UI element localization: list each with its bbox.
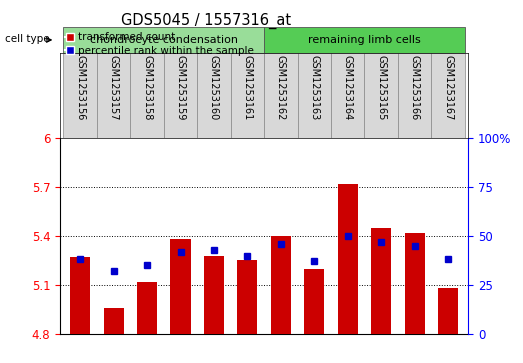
Bar <box>338 184 358 334</box>
Text: GSM1253166: GSM1253166 <box>410 55 419 121</box>
Bar <box>331 53 365 138</box>
Text: GSM1253157: GSM1253157 <box>109 55 119 121</box>
Text: GSM1253162: GSM1253162 <box>276 55 286 121</box>
Text: GSM1253159: GSM1253159 <box>176 55 186 121</box>
Bar <box>264 53 298 138</box>
Text: GSM1253165: GSM1253165 <box>376 55 386 121</box>
Bar <box>97 53 130 138</box>
Bar <box>431 53 465 138</box>
Bar <box>170 239 190 334</box>
Bar <box>63 27 264 53</box>
Text: GSM1253163: GSM1253163 <box>309 55 319 121</box>
Bar <box>365 53 398 138</box>
Bar <box>304 269 324 334</box>
Text: GSM1253164: GSM1253164 <box>343 55 353 121</box>
Text: GDS5045 / 1557316_at: GDS5045 / 1557316_at <box>121 13 291 29</box>
Bar <box>231 53 264 138</box>
Legend: transformed count, percentile rank within the sample: transformed count, percentile rank withi… <box>65 32 254 56</box>
Bar <box>398 53 431 138</box>
Text: GSM1253156: GSM1253156 <box>75 55 85 121</box>
Bar <box>271 236 291 334</box>
Bar <box>164 53 197 138</box>
Text: chondrocyte condensation: chondrocyte condensation <box>90 35 238 45</box>
Text: GSM1253158: GSM1253158 <box>142 55 152 121</box>
Bar <box>438 288 458 334</box>
Text: GSM1253160: GSM1253160 <box>209 55 219 121</box>
Bar <box>197 53 231 138</box>
Text: remaining limb cells: remaining limb cells <box>308 35 421 45</box>
Bar <box>204 256 224 334</box>
Bar <box>63 53 97 138</box>
Text: GSM1253167: GSM1253167 <box>443 55 453 121</box>
Bar <box>130 53 164 138</box>
Bar <box>371 228 391 334</box>
Bar <box>104 308 123 334</box>
Bar <box>298 53 331 138</box>
Bar <box>70 257 90 334</box>
Bar <box>137 282 157 334</box>
Bar <box>264 27 465 53</box>
Text: cell type: cell type <box>5 34 50 44</box>
Bar <box>237 261 257 334</box>
Text: GSM1253161: GSM1253161 <box>242 55 253 121</box>
Bar <box>405 233 425 334</box>
